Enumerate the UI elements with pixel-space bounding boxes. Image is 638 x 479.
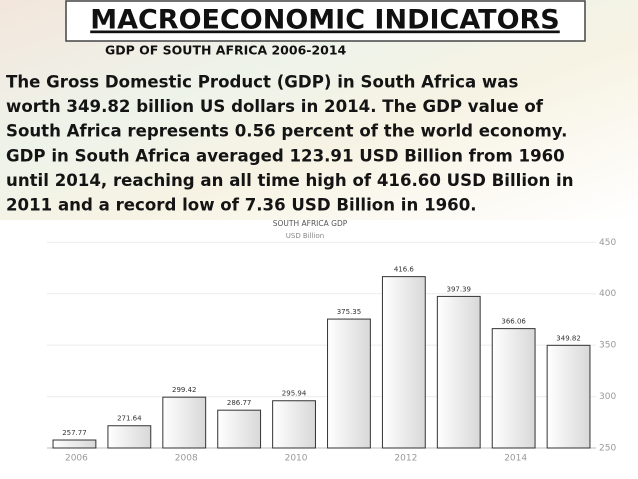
value-label: 397.39: [447, 285, 472, 293]
value-label: 366.06: [501, 318, 526, 326]
bar: [162, 396, 207, 449]
bar: [491, 328, 536, 449]
value-label: 299.42: [172, 386, 197, 394]
value-label: 416.6: [394, 266, 415, 274]
bar: [436, 295, 481, 449]
paragraph-line: South Africa represents 0.56 percent of …: [6, 122, 567, 141]
paragraph-line: worth 349.82 billion US dollars in 2014.…: [6, 97, 544, 116]
y-tick-label: 400: [599, 289, 616, 299]
value-label: 286.77: [227, 399, 252, 407]
y-tick-label: 450: [599, 238, 616, 248]
x-tick-label: 2012: [394, 454, 417, 464]
value-label: 271.64: [117, 415, 142, 423]
slide-subtitle: GDP OF SOUTH AFRICA 2006-2014: [105, 43, 347, 58]
bar: [272, 400, 316, 449]
x-tick-label: 2014: [504, 454, 527, 464]
y-tick-label: 300: [599, 392, 616, 402]
value-label: 295.94: [282, 390, 307, 398]
slide-title: MACROECONOMIC INDICATORS: [90, 5, 560, 36]
bar: [107, 425, 152, 449]
paragraph-line: The Gross Domestic Product (GDP) in Sout…: [6, 73, 518, 92]
value-label: 375.35: [337, 308, 362, 316]
bar: [217, 409, 262, 449]
value-label: 257.77: [62, 429, 87, 437]
value-label: 349.82: [556, 334, 581, 342]
paragraph: The Gross Domestic Product (GDP) in Sout…: [6, 73, 574, 215]
chart-title: SOUTH AFRICA GDP: [273, 219, 348, 228]
bar: [327, 318, 371, 449]
paragraph-line: 2011 and a record low of 7.36 USD Billio…: [6, 196, 477, 215]
x-tick-label: 2008: [175, 454, 198, 464]
y-tick-label: 350: [599, 341, 616, 351]
title-box: [65, 0, 586, 42]
x-tick-label: 2010: [285, 454, 308, 464]
paragraph-line: GDP in South Africa averaged 123.91 USD …: [6, 146, 565, 165]
x-tick-label: 2006: [65, 454, 88, 464]
y-tick-label: 250: [599, 444, 616, 454]
bar: [52, 439, 97, 449]
chart-subtitle: USD Billion: [286, 232, 324, 240]
bar: [381, 276, 426, 449]
paragraph-line: until 2014, reaching an all time high of…: [6, 171, 574, 190]
bar: [546, 344, 591, 449]
